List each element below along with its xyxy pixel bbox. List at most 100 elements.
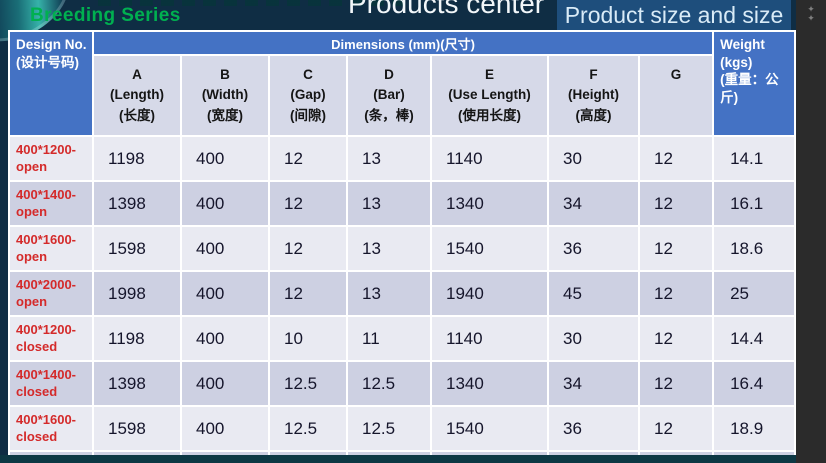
weight-header-en: Weight xyxy=(720,37,765,52)
value-cell: 12 xyxy=(270,182,346,225)
value-cell: 25 xyxy=(714,272,795,315)
value-cell: 1398 xyxy=(94,182,180,225)
design-no-header-en: Design No. xyxy=(16,37,87,52)
table-row: 400*1200-open 1198 400 12 13 1140 30 12 … xyxy=(10,137,795,180)
value-cell: 400 xyxy=(182,182,268,225)
col-header-a: A (Length) (长度) xyxy=(94,56,180,135)
table-row: 400*1200-closed 1198 400 10 11 1140 30 1… xyxy=(10,317,795,360)
value-cell: 13 xyxy=(348,137,430,180)
spec-table: Design No. (设计号码) Dimensions (mm)(尺寸) We… xyxy=(8,30,797,463)
value-cell: 12 xyxy=(640,227,713,270)
value-cell: 36 xyxy=(549,407,638,450)
value-cell: 1398 xyxy=(94,362,180,405)
value-cell: 45 xyxy=(549,272,638,315)
value-cell: 12.5 xyxy=(270,407,346,450)
col-header-e: E (Use Length) (使用长度) xyxy=(432,56,547,135)
design-no-header: Design No. (设计号码) xyxy=(10,32,92,135)
value-cell: 1140 xyxy=(432,317,547,360)
col-letter: A xyxy=(132,67,142,82)
design-cell: 400*1600-open xyxy=(10,227,92,270)
table-row: 400*1600-open 1598 400 12 13 1540 36 12 … xyxy=(10,227,795,270)
nav-product-size[interactable]: Product size and size xyxy=(557,0,791,30)
value-cell: 16.4 xyxy=(714,362,795,405)
value-cell: 400 xyxy=(182,272,268,315)
col-header-b: B (Width) (宽度) xyxy=(182,56,268,135)
value-cell: 30 xyxy=(549,317,638,360)
window-edge-strip: ✦✦ xyxy=(796,0,826,463)
table-row: 400*1600-closed 1598 400 12.5 12.5 1540 … xyxy=(10,407,795,450)
sub-header-row: A (Length) (长度) B (Width) (宽度) C (Gap) (… xyxy=(10,56,794,135)
design-cell: 400*1400-open xyxy=(10,182,92,225)
table-row: 400*1400-closed 1398 400 12.5 12.5 1340 … xyxy=(10,362,795,405)
col-en: (Width) xyxy=(201,87,249,103)
value-cell: 10 xyxy=(270,317,346,360)
design-cell: 400*1600-closed xyxy=(10,407,92,450)
value-cell: 30 xyxy=(549,137,638,180)
top-header-bar: Breeding Series Products center Product … xyxy=(0,0,796,58)
value-cell: 12 xyxy=(640,317,713,360)
col-zh: (使用长度) xyxy=(458,107,521,123)
value-cell: 13 xyxy=(348,272,430,315)
value-cell: 1540 xyxy=(432,407,547,450)
col-letter: F xyxy=(589,67,598,82)
value-cell: 400 xyxy=(182,362,268,405)
nav-products-center[interactable]: Products center xyxy=(348,0,545,19)
dimensions-header: Dimensions (mm)(尺寸) xyxy=(94,32,713,54)
value-cell: 400 xyxy=(182,137,268,180)
col-en: (Height) xyxy=(568,87,619,103)
design-cell: 400*1400-closed xyxy=(10,362,92,405)
bottom-bar xyxy=(0,455,826,463)
table-body: 400*1200-open 1198 400 12 13 1140 30 12 … xyxy=(10,137,795,463)
value-cell: 12 xyxy=(270,227,346,270)
value-cell: 1540 xyxy=(432,227,547,270)
value-cell: 18.6 xyxy=(714,227,795,270)
value-cell: 13 xyxy=(348,227,430,270)
design-no-header-zh: (设计号码) xyxy=(16,54,79,70)
weight-header-zh: (重量：公斤) xyxy=(720,72,779,105)
series-title: Breeding Series xyxy=(30,5,181,26)
value-cell: 12 xyxy=(270,137,346,180)
value-cell: 36 xyxy=(549,227,638,270)
value-cell: 400 xyxy=(182,227,268,270)
value-cell: 1340 xyxy=(432,182,547,225)
col-en: (Length) xyxy=(110,87,164,103)
value-cell: 400 xyxy=(182,317,268,360)
value-cell: 12.5 xyxy=(348,407,430,450)
design-cell: 400*1200-closed xyxy=(10,317,92,360)
value-cell: 16.1 xyxy=(714,182,795,225)
value-cell: 1340 xyxy=(432,362,547,405)
value-cell: 1598 xyxy=(94,227,180,270)
value-cell: 1140 xyxy=(432,137,547,180)
col-zh: (条，棒) xyxy=(364,107,414,123)
weight-header: Weight (kgs) (重量：公斤) xyxy=(714,32,795,135)
value-cell: 34 xyxy=(549,182,638,225)
value-cell: 14.1 xyxy=(714,137,795,180)
value-cell: 1198 xyxy=(94,317,180,360)
col-en: (Use Length) xyxy=(448,87,531,103)
col-en: (Bar) xyxy=(373,87,405,103)
col-header-d: D (Bar) (条，棒) xyxy=(348,56,430,135)
col-letter: D xyxy=(384,67,394,82)
col-header-f: F (Height) (高度) xyxy=(549,56,638,135)
spec-table-wrap: Design No. (设计号码) Dimensions (mm)(尺寸) We… xyxy=(8,30,797,463)
col-letter: C xyxy=(303,67,313,82)
col-zh: (高度) xyxy=(575,107,612,123)
col-letter: B xyxy=(220,67,230,82)
value-cell: 12.5 xyxy=(270,362,346,405)
weight-header-unit: (kgs) xyxy=(720,54,753,70)
design-cell: 400*2000-open xyxy=(10,272,92,315)
value-cell: 1940 xyxy=(432,272,547,315)
table-row: 400*2000-open 1998 400 12 13 1940 45 12 … xyxy=(10,272,795,315)
value-cell: 1198 xyxy=(94,137,180,180)
value-cell: 18.9 xyxy=(714,407,795,450)
design-cell: 400*1200-open xyxy=(10,137,92,180)
value-cell: 12 xyxy=(270,272,346,315)
truncated-title-glyphs xyxy=(98,0,408,6)
value-cell: 12 xyxy=(640,137,713,180)
col-zh: (间隙) xyxy=(290,107,326,123)
col-zh: (宽度) xyxy=(207,107,243,123)
value-cell: 400 xyxy=(182,407,268,450)
value-cell: 12 xyxy=(640,362,713,405)
col-zh: (长度) xyxy=(119,107,155,123)
value-cell: 34 xyxy=(549,362,638,405)
